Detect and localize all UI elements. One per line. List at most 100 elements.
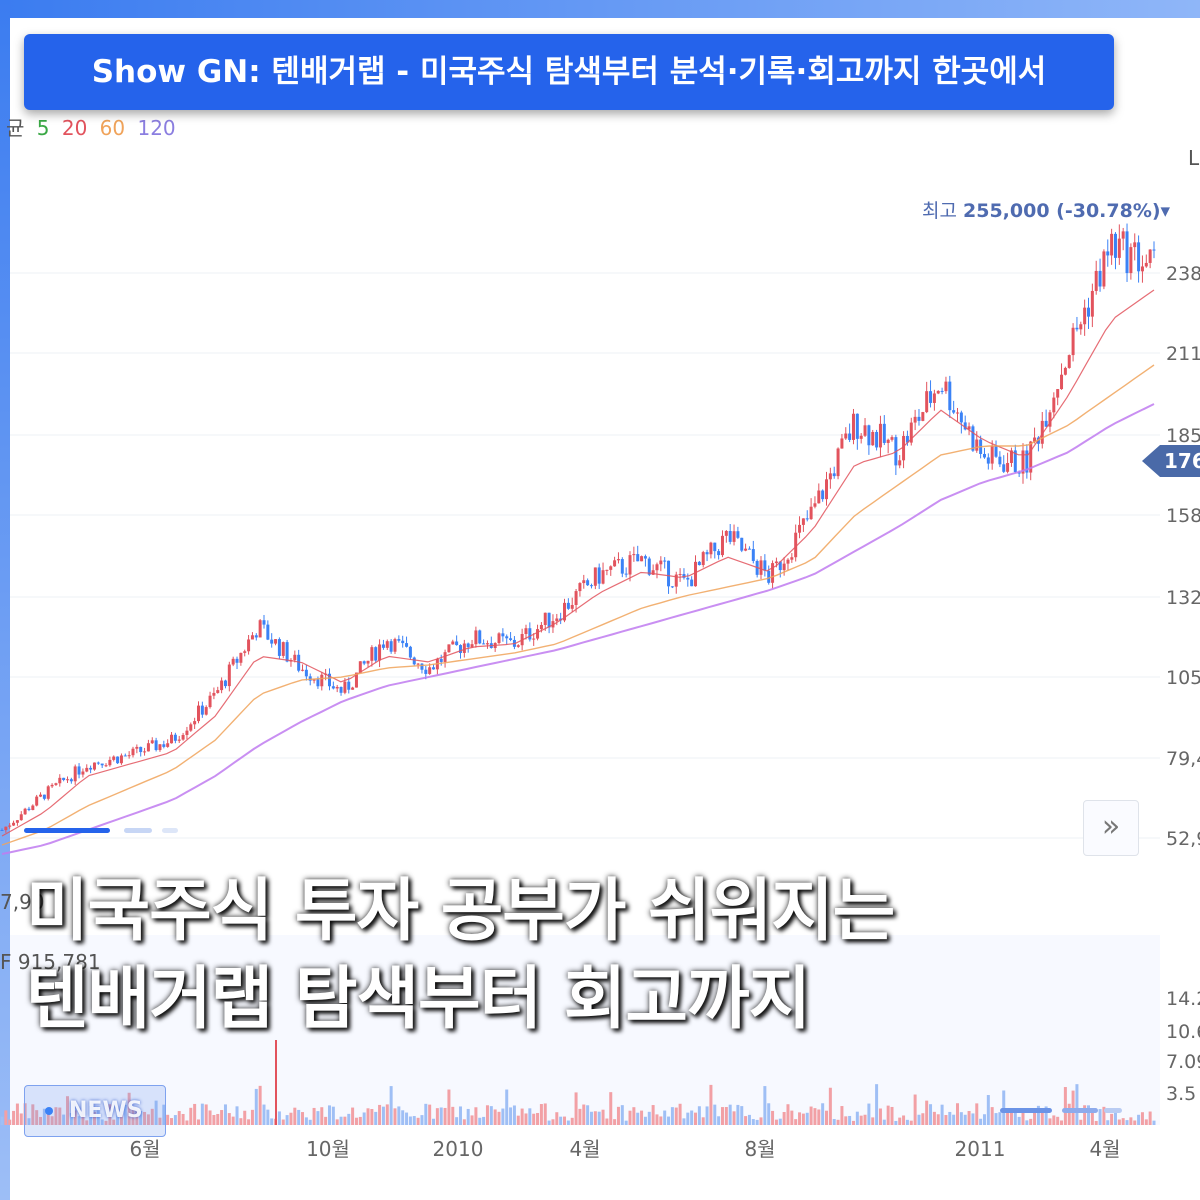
candle-body [871,431,875,446]
candle-body [143,751,147,753]
candle-body [1121,231,1125,239]
volume-bar [990,1107,994,1125]
volume-bar [647,1111,651,1125]
volume-bar [146,1114,150,1125]
ma-legend-5[interactable]: 5 [36,116,50,140]
candle-body [266,624,270,640]
candle-body [389,641,393,652]
candle-body [312,679,316,681]
candle-body [1140,266,1144,272]
volume-bar [447,1089,451,1125]
news-dot-icon [45,1107,53,1115]
volume-bar [1006,1108,1010,1125]
volume-panel [10,935,1160,1125]
volume-bar [786,1104,790,1125]
candle-body [821,490,825,500]
candle-body [609,566,613,570]
volume-bar [170,1118,174,1125]
expand-chart-button[interactable]: » [1083,800,1139,856]
candle-body [1113,233,1117,258]
candle-body [173,734,177,741]
candle-body [393,639,397,652]
volume-bar [1033,1110,1037,1125]
candle-body [616,559,620,561]
ma-legend-60[interactable]: 60 [99,116,126,140]
volume-bar [632,1107,636,1125]
candle-body [1006,462,1010,472]
ma-legend-20[interactable]: 20 [61,116,88,140]
volume-bar [412,1116,416,1125]
volume-bar [1148,1111,1152,1125]
candle-body [274,639,278,644]
volume-bar [1110,1113,1114,1125]
candle-body [189,724,193,731]
volume-axis-label: 10.6 [1166,1021,1200,1043]
candle-body [258,620,262,638]
candle-body [335,686,339,689]
volume-bar [609,1092,613,1125]
volume-bar [913,1094,917,1125]
candle-body [509,638,513,640]
volume-bar [1017,1116,1021,1125]
news-badge[interactable]: NEWS [24,1085,166,1137]
candle-body [624,573,628,575]
candle-body [1125,231,1129,274]
volume-bar [859,1115,863,1125]
volume-bar [65,1096,69,1125]
volume-bar [320,1107,324,1125]
volume-bar [358,1116,362,1125]
volume-bar [878,1108,882,1125]
volume-bar [1009,1111,1013,1125]
candle-body [967,426,971,430]
volume-bar [208,1110,212,1125]
candle-body [998,456,1002,465]
volume-bar [1125,1120,1129,1125]
candle-body [574,591,578,605]
volume-bar [1071,1090,1075,1125]
candle-body [925,391,929,413]
carousel-indicator[interactable] [1062,1108,1098,1113]
volume-bar [747,1114,751,1125]
candle-body [304,669,308,677]
candle-body [674,574,678,587]
candle-body [778,561,782,571]
volume-bar [482,1116,486,1125]
candle-body [301,669,305,671]
volume-bar [1056,1116,1060,1125]
candle-body [686,577,690,580]
volume-bar [844,1116,848,1125]
candle-body [709,542,713,555]
candle-body [320,674,324,687]
carousel-indicator-active[interactable] [24,828,110,833]
volume-bar [720,1107,724,1125]
candle-body [940,390,944,392]
volume-bar [512,1105,516,1125]
candle-body [917,416,921,421]
volume-bar [851,1120,855,1125]
volume-bar [474,1107,478,1125]
volume-bar [173,1115,177,1125]
volume-bar [601,1109,605,1125]
carousel-indicator[interactable] [162,828,178,833]
carousel-indicator[interactable] [1000,1108,1052,1113]
carousel-indicator[interactable] [1104,1108,1122,1113]
volume-bar [462,1119,466,1125]
ma-legend-120[interactable]: 120 [137,116,176,140]
candle-body [135,746,139,749]
volume-bar [154,1100,158,1125]
candle-body [751,549,755,561]
candle-body [89,767,93,770]
high-price-label: 최고 [922,200,957,222]
volume-bar [262,1104,266,1125]
candle-body [771,563,775,583]
candle-body [73,766,77,782]
volume-bar [555,1112,559,1125]
carousel-indicator[interactable] [124,828,152,833]
price-axis-label: 185 [1166,425,1200,447]
candle-body [497,633,501,643]
candle-body [898,460,902,466]
volume-bar [258,1085,262,1125]
volume-bar [670,1107,674,1125]
candle-body [547,612,551,628]
